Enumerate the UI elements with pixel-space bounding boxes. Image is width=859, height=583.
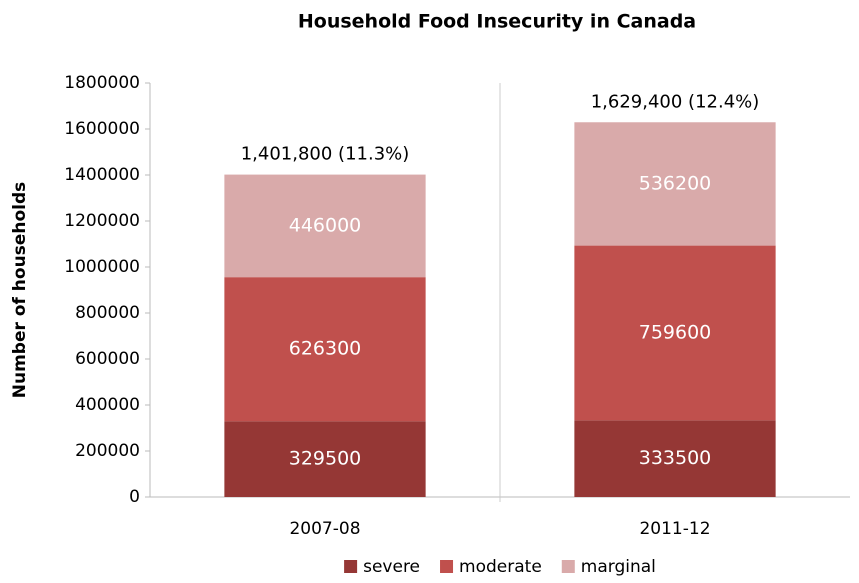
y-tick-label: 200000	[75, 441, 140, 461]
y-tick-label: 1800000	[64, 73, 140, 93]
legend-swatch	[561, 560, 575, 573]
y-tick-label: 1400000	[64, 165, 140, 185]
legend-label: severe	[363, 557, 420, 577]
bar-segment	[574, 245, 776, 421]
y-tick-label: 800000	[75, 303, 140, 323]
data-label: 626300	[289, 338, 362, 360]
legend-label: marginal	[581, 557, 656, 577]
legend-swatch	[440, 560, 454, 573]
bar-segment	[574, 420, 776, 497]
data-label: 446000	[289, 214, 362, 236]
x-tick-label: 2007-08	[289, 519, 360, 539]
y-tick-label: 1000000	[64, 257, 140, 277]
bar-segment	[224, 421, 426, 497]
bar-segment	[224, 174, 426, 278]
y-axis-label: Number of households	[10, 182, 30, 398]
data-label: 329500	[289, 448, 362, 470]
bar-segment	[224, 277, 426, 422]
y-tick-label: 1200000	[64, 211, 140, 231]
total-annotation: 1,401,800 (11.3%)	[241, 144, 410, 165]
chart-title: Household Food Insecurity in Canada	[298, 11, 696, 33]
x-tick-label: 2011-12	[639, 519, 710, 539]
y-tick-label: 600000	[75, 349, 140, 369]
legend-label: moderate	[459, 557, 542, 577]
legend-swatch	[344, 560, 358, 573]
data-label: 759600	[639, 321, 712, 343]
data-label: 333500	[639, 447, 712, 469]
bar-segment	[574, 122, 776, 246]
data-label: 536200	[639, 172, 712, 194]
total-annotation: 1,629,400 (12.4%)	[591, 91, 760, 112]
y-tick-label: 0	[129, 487, 140, 507]
y-tick-label: 400000	[75, 395, 140, 415]
y-tick-label: 1600000	[64, 119, 140, 139]
